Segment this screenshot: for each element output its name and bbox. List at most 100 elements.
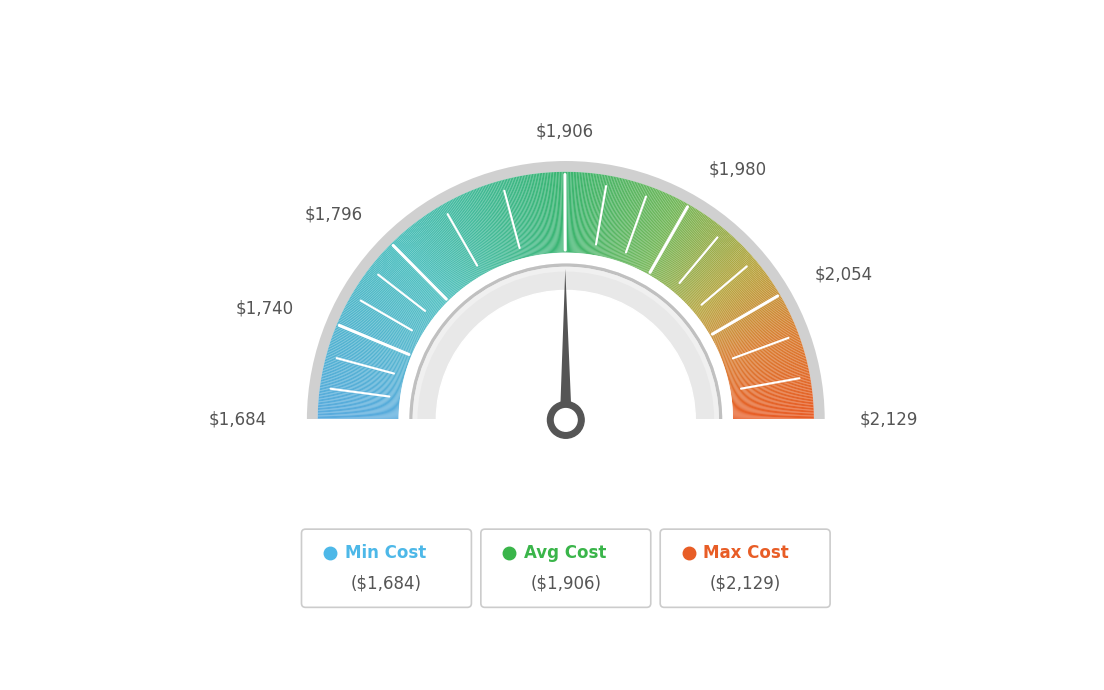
Wedge shape (514, 177, 532, 256)
Text: Max Cost: Max Cost (703, 544, 789, 562)
Wedge shape (583, 173, 592, 254)
Wedge shape (343, 308, 416, 346)
Wedge shape (721, 327, 796, 358)
Text: $1,796: $1,796 (305, 206, 363, 224)
Wedge shape (545, 172, 553, 253)
Wedge shape (700, 272, 765, 321)
Wedge shape (351, 295, 422, 337)
Wedge shape (420, 218, 468, 285)
Wedge shape (707, 286, 775, 331)
Wedge shape (325, 359, 404, 380)
Wedge shape (679, 238, 735, 298)
Wedge shape (684, 244, 742, 302)
Wedge shape (426, 214, 473, 282)
Wedge shape (715, 308, 788, 346)
Wedge shape (624, 187, 652, 264)
Wedge shape (373, 263, 436, 315)
Wedge shape (725, 346, 804, 371)
Wedge shape (733, 409, 814, 413)
Wedge shape (569, 172, 572, 253)
Wedge shape (337, 323, 412, 355)
Wedge shape (318, 408, 399, 413)
Wedge shape (331, 337, 408, 365)
Wedge shape (596, 176, 613, 256)
Wedge shape (614, 182, 638, 260)
Wedge shape (730, 373, 810, 390)
Text: ($1,906): ($1,906) (530, 575, 602, 593)
Wedge shape (325, 358, 404, 380)
Wedge shape (627, 189, 659, 265)
Wedge shape (730, 375, 810, 391)
Wedge shape (463, 193, 498, 268)
Wedge shape (716, 313, 790, 348)
Wedge shape (453, 198, 491, 271)
Wedge shape (703, 279, 771, 326)
Wedge shape (679, 237, 734, 297)
Wedge shape (581, 172, 590, 253)
Wedge shape (718, 314, 790, 350)
Wedge shape (671, 227, 723, 290)
Wedge shape (318, 403, 399, 409)
Text: $1,980: $1,980 (709, 160, 767, 178)
Wedge shape (513, 177, 531, 257)
Wedge shape (418, 219, 467, 285)
Wedge shape (710, 294, 781, 336)
Wedge shape (498, 181, 521, 259)
Wedge shape (391, 244, 448, 302)
Wedge shape (692, 257, 754, 311)
Wedge shape (521, 176, 537, 255)
Wedge shape (320, 383, 401, 396)
Wedge shape (611, 181, 634, 259)
Wedge shape (709, 291, 778, 334)
Wedge shape (433, 210, 477, 279)
Wedge shape (380, 255, 442, 309)
Wedge shape (337, 324, 412, 357)
Wedge shape (729, 363, 808, 382)
Wedge shape (489, 184, 516, 261)
Wedge shape (593, 175, 607, 255)
Wedge shape (339, 319, 413, 353)
Wedge shape (724, 342, 802, 368)
Wedge shape (733, 414, 814, 417)
Wedge shape (470, 190, 502, 266)
Wedge shape (485, 185, 512, 262)
Wedge shape (690, 253, 751, 308)
Wedge shape (330, 340, 407, 367)
Wedge shape (319, 397, 400, 405)
Wedge shape (332, 336, 408, 364)
Wedge shape (656, 211, 701, 280)
Wedge shape (347, 302, 418, 342)
Wedge shape (591, 175, 605, 255)
Wedge shape (720, 322, 794, 355)
Wedge shape (673, 230, 726, 293)
Wedge shape (455, 197, 491, 270)
Wedge shape (417, 220, 467, 286)
Wedge shape (346, 304, 417, 343)
Wedge shape (608, 180, 630, 259)
Wedge shape (681, 240, 737, 299)
Wedge shape (384, 250, 444, 306)
Wedge shape (702, 275, 768, 324)
Wedge shape (724, 339, 800, 366)
Wedge shape (511, 177, 530, 257)
Wedge shape (585, 173, 595, 254)
Wedge shape (319, 392, 400, 402)
Wedge shape (715, 310, 789, 347)
Wedge shape (619, 185, 647, 262)
Wedge shape (602, 177, 620, 257)
Wedge shape (439, 206, 481, 276)
Wedge shape (375, 259, 438, 313)
Wedge shape (501, 180, 523, 259)
Wedge shape (733, 417, 814, 419)
Wedge shape (686, 247, 744, 304)
Wedge shape (544, 172, 552, 253)
Wedge shape (493, 182, 518, 260)
Wedge shape (625, 188, 655, 264)
Wedge shape (339, 317, 414, 352)
Wedge shape (392, 242, 449, 301)
Wedge shape (349, 297, 421, 339)
Wedge shape (729, 364, 808, 384)
Wedge shape (687, 249, 746, 306)
Wedge shape (363, 275, 429, 324)
Wedge shape (335, 330, 410, 360)
